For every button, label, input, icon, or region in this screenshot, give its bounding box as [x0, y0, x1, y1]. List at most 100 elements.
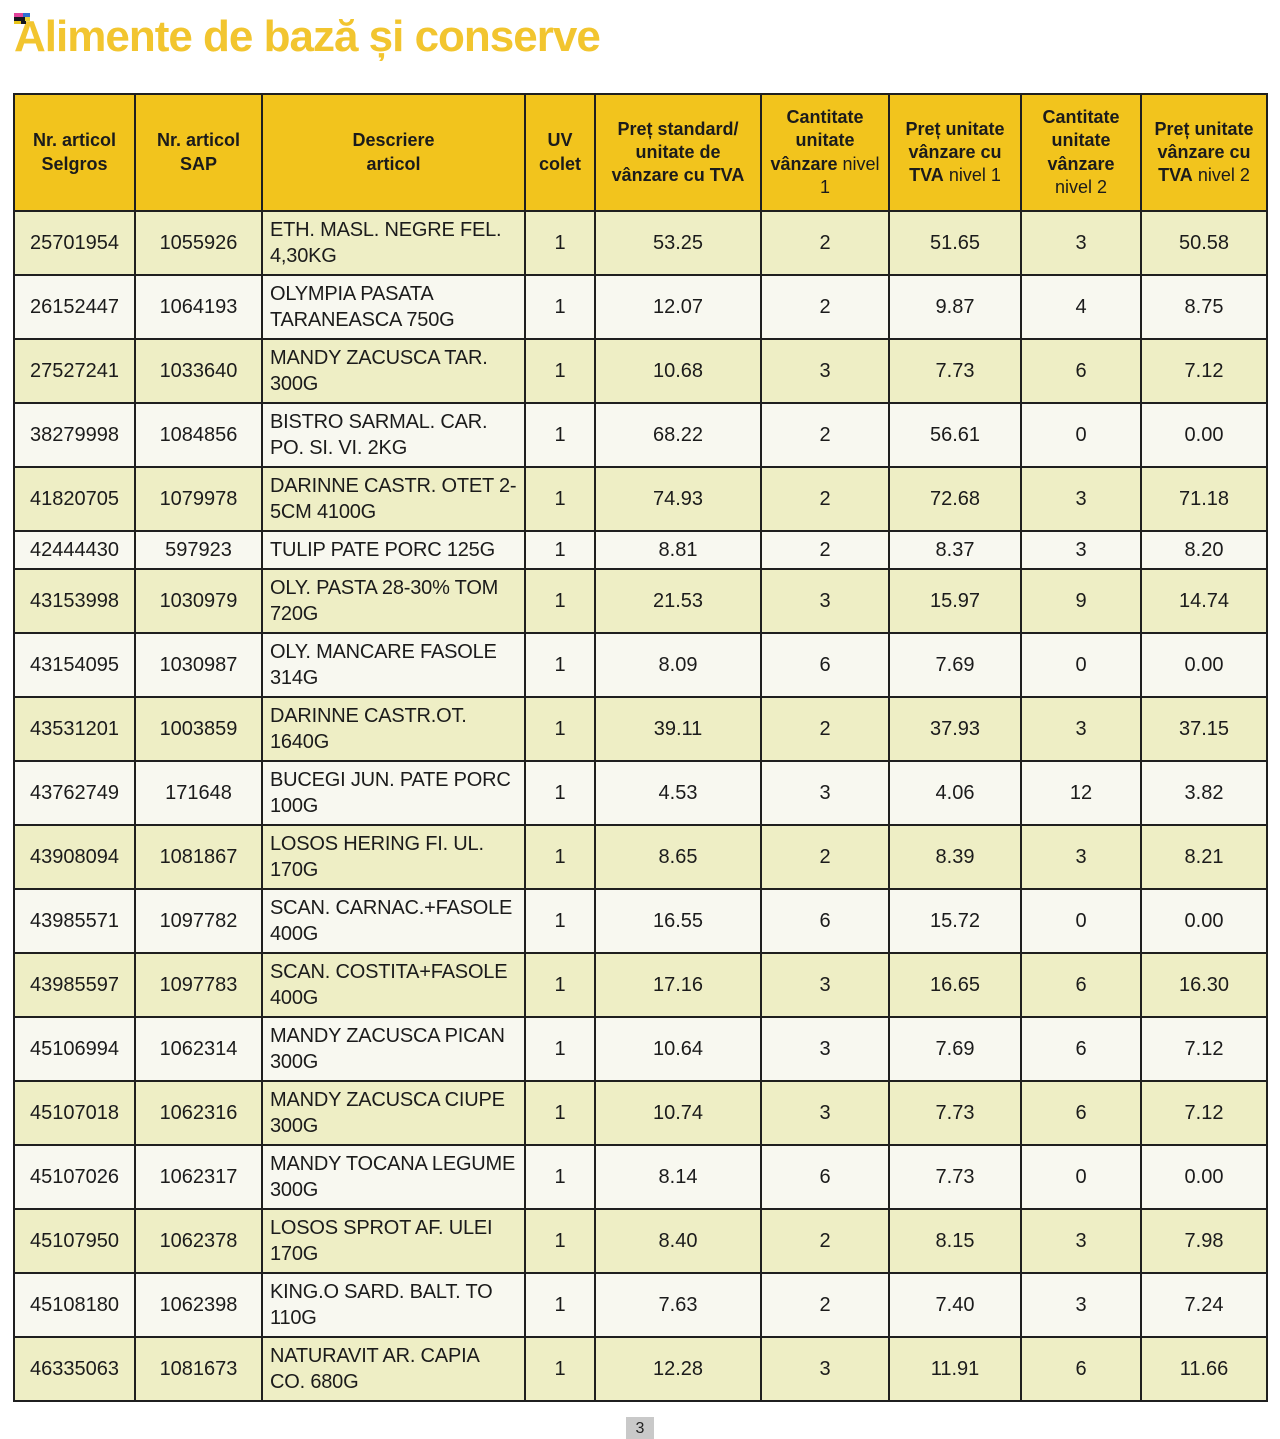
table-row: 43762749 171648 BUCEGI JUN. PATE PORC 100G… [13, 760, 1268, 827]
cell-descriere-articol: DARINNE CASTR. OTET 2-5CM 4100G [261, 466, 526, 533]
cell-cantitate-nivel-2: 6 [1020, 952, 1142, 1019]
cell-nr-articol-selgros: 26152447 [13, 274, 136, 341]
cell-pret-tva-nivel-2: 7.98 [1140, 1208, 1268, 1275]
cell-cantitate-nivel-2: 3 [1020, 210, 1142, 277]
cell-pret-tva-nivel-2: 0.00 [1140, 402, 1268, 469]
cell-pret-tva-nivel-1: 7.69 [888, 632, 1022, 699]
page-footer: 3 [0, 1417, 1280, 1439]
cell-nr-articol-sap: 1062316 [134, 1080, 263, 1147]
col-header-label: Cantitate unitate vânzare [1042, 106, 1120, 174]
cell-pret-standard-tva: 39.11 [594, 696, 762, 763]
cell-cantitate-nivel-2: 0 [1020, 888, 1142, 955]
col-header-pret-tva-nivel-2: Preț unitate vânzare cu TVA nivel 2 [1140, 93, 1268, 213]
cell-cantitate-nivel-1: 2 [760, 274, 890, 341]
cell-uv-colet: 1 [524, 1272, 596, 1339]
cell-nr-articol-sap: 1030987 [134, 632, 263, 699]
col-header-label: Cantitate unitate vânzare [770, 106, 864, 174]
cell-nr-articol-selgros: 43908094 [13, 824, 136, 891]
cell-pret-tva-nivel-2: 11.66 [1140, 1336, 1268, 1403]
cell-nr-articol-sap: 1084856 [134, 402, 263, 469]
cell-descriere-articol: LOSOS HERING FI. UL. 170G [261, 824, 526, 891]
cell-pret-standard-tva: 17.16 [594, 952, 762, 1019]
cell-cantitate-nivel-1: 3 [760, 1016, 890, 1083]
cell-nr-articol-sap: 1030979 [134, 568, 263, 635]
cell-descriere-articol: KING.O SARD. BALT. TO 110G [261, 1272, 526, 1339]
cell-cantitate-nivel-2: 6 [1020, 1016, 1142, 1083]
cell-nr-articol-selgros: 43531201 [13, 696, 136, 763]
cell-descriere-articol: MANDY TOCANA LEGUME 300G [261, 1144, 526, 1211]
cell-pret-standard-tva: 8.09 [594, 632, 762, 699]
page-number-badge: 3 [625, 1417, 655, 1439]
cell-nr-articol-selgros: 43154095 [13, 632, 136, 699]
cell-cantitate-nivel-1: 3 [760, 760, 890, 827]
cell-nr-articol-sap: 171648 [134, 760, 263, 827]
cell-pret-tva-nivel-2: 0.00 [1140, 1144, 1268, 1211]
cell-descriere-articol: LOSOS SPROT AF. ULEI 170G [261, 1208, 526, 1275]
cell-pret-standard-tva: 74.93 [594, 466, 762, 533]
cell-nr-articol-sap: 1064193 [134, 274, 263, 341]
cell-uv-colet: 1 [524, 466, 596, 533]
cell-pret-tva-nivel-1: 7.40 [888, 1272, 1022, 1339]
cell-uv-colet: 1 [524, 696, 596, 763]
cell-cantitate-nivel-2: 6 [1020, 1080, 1142, 1147]
cell-pret-standard-tva: 8.14 [594, 1144, 762, 1211]
cell-nr-articol-selgros: 42444430 [13, 530, 136, 571]
cell-nr-articol-sap: 1055926 [134, 210, 263, 277]
table-row: 43985571 1097782 SCAN. CARNAC.+FASOLE 400G… [13, 888, 1268, 955]
cell-descriere-articol: SCAN. COSTITA+FASOLE 400G [261, 952, 526, 1019]
cell-uv-colet: 1 [524, 760, 596, 827]
cell-uv-colet: 1 [524, 530, 596, 571]
cell-cantitate-nivel-1: 6 [760, 1144, 890, 1211]
table-row: 27527241 1033640 MANDY ZACUSCA TAR. 300G 1 1… [13, 338, 1268, 405]
col-header-cantitate-nivel-2: Cantitate unitate vânzare nivel 2 [1020, 93, 1142, 213]
table-row: 41820705 1079978 DARINNE CASTR. OTET 2-5CM… [13, 466, 1268, 533]
cell-uv-colet: 1 [524, 338, 596, 405]
cell-cantitate-nivel-1: 2 [760, 696, 890, 763]
cell-cantitate-nivel-1: 2 [760, 1208, 890, 1275]
page-title: Alimente de bază și conserve [14, 12, 601, 61]
table-row: 45107026 1062317 MANDY TOCANA LEGUME 300G 1… [13, 1144, 1268, 1211]
cell-pret-tva-nivel-1: 7.73 [888, 338, 1022, 405]
cell-pret-standard-tva: 4.53 [594, 760, 762, 827]
cell-descriere-articol: BISTRO SARMAL. CAR. PO. SI. VI. 2KG [261, 402, 526, 469]
cell-nr-articol-sap: 1097783 [134, 952, 263, 1019]
cell-nr-articol-selgros: 41820705 [13, 466, 136, 533]
cell-pret-standard-tva: 8.40 [594, 1208, 762, 1275]
cell-nr-articol-selgros: 38279998 [13, 402, 136, 469]
cell-pret-tva-nivel-2: 7.24 [1140, 1272, 1268, 1339]
cell-nr-articol-selgros: 45107018 [13, 1080, 136, 1147]
cell-nr-articol-selgros: 43762749 [13, 760, 136, 827]
cell-pret-tva-nivel-2: 8.75 [1140, 274, 1268, 341]
cell-pret-tva-nivel-2: 7.12 [1140, 1080, 1268, 1147]
table-row: 43985597 1097783 SCAN. COSTITA+FASOLE 400G… [13, 952, 1268, 1019]
col-header-descriere-articol: Descriere articol [261, 93, 526, 213]
cell-pret-tva-nivel-1: 37.93 [888, 696, 1022, 763]
table-header-row: Nr. articol Selgros Nr. articol SAP Desc… [13, 93, 1268, 213]
cell-cantitate-nivel-1: 3 [760, 338, 890, 405]
cell-pret-tva-nivel-1: 7.73 [888, 1080, 1022, 1147]
cell-pret-tva-nivel-1: 7.73 [888, 1144, 1022, 1211]
cell-cantitate-nivel-2: 3 [1020, 466, 1142, 533]
cell-descriere-articol: OLYMPIA PASATA TARANEASCA 750G [261, 274, 526, 341]
cell-pret-standard-tva: 10.68 [594, 338, 762, 405]
cell-nr-articol-sap: 1097782 [134, 888, 263, 955]
cell-nr-articol-selgros: 43985597 [13, 952, 136, 1019]
table-row: 45108180 1062398 KING.O SARD. BALT. TO 110… [13, 1272, 1268, 1339]
cell-pret-standard-tva: 8.81 [594, 530, 762, 571]
col-header-cantitate-nivel-1: Cantitate unitate vânzare nivel 1 [760, 93, 890, 213]
cell-uv-colet: 1 [524, 824, 596, 891]
cell-cantitate-nivel-1: 2 [760, 210, 890, 277]
cell-uv-colet: 1 [524, 568, 596, 635]
table-row: 43154095 1030987 OLY. MANCARE FASOLE 314G 1… [13, 632, 1268, 699]
cell-pret-tva-nivel-2: 3.82 [1140, 760, 1268, 827]
cell-nr-articol-selgros: 25701954 [13, 210, 136, 277]
table-row: 43153998 1030979 OLY. PASTA 28-30% TOM 720… [13, 568, 1268, 635]
cell-pret-tva-nivel-1: 7.69 [888, 1016, 1022, 1083]
cell-descriere-articol: TULIP PATE PORC 125G [261, 530, 526, 571]
cell-cantitate-nivel-2: 3 [1020, 1272, 1142, 1339]
cell-pret-tva-nivel-2: 7.12 [1140, 338, 1268, 405]
cell-cantitate-nivel-2: 3 [1020, 824, 1142, 891]
table-row: 45106994 1062314 MANDY ZACUSCA PICAN 300G 1… [13, 1016, 1268, 1083]
table-row: 38279998 1084856 BISTRO SARMAL. CAR. PO. S… [13, 402, 1268, 469]
cell-pret-tva-nivel-2: 14.74 [1140, 568, 1268, 635]
